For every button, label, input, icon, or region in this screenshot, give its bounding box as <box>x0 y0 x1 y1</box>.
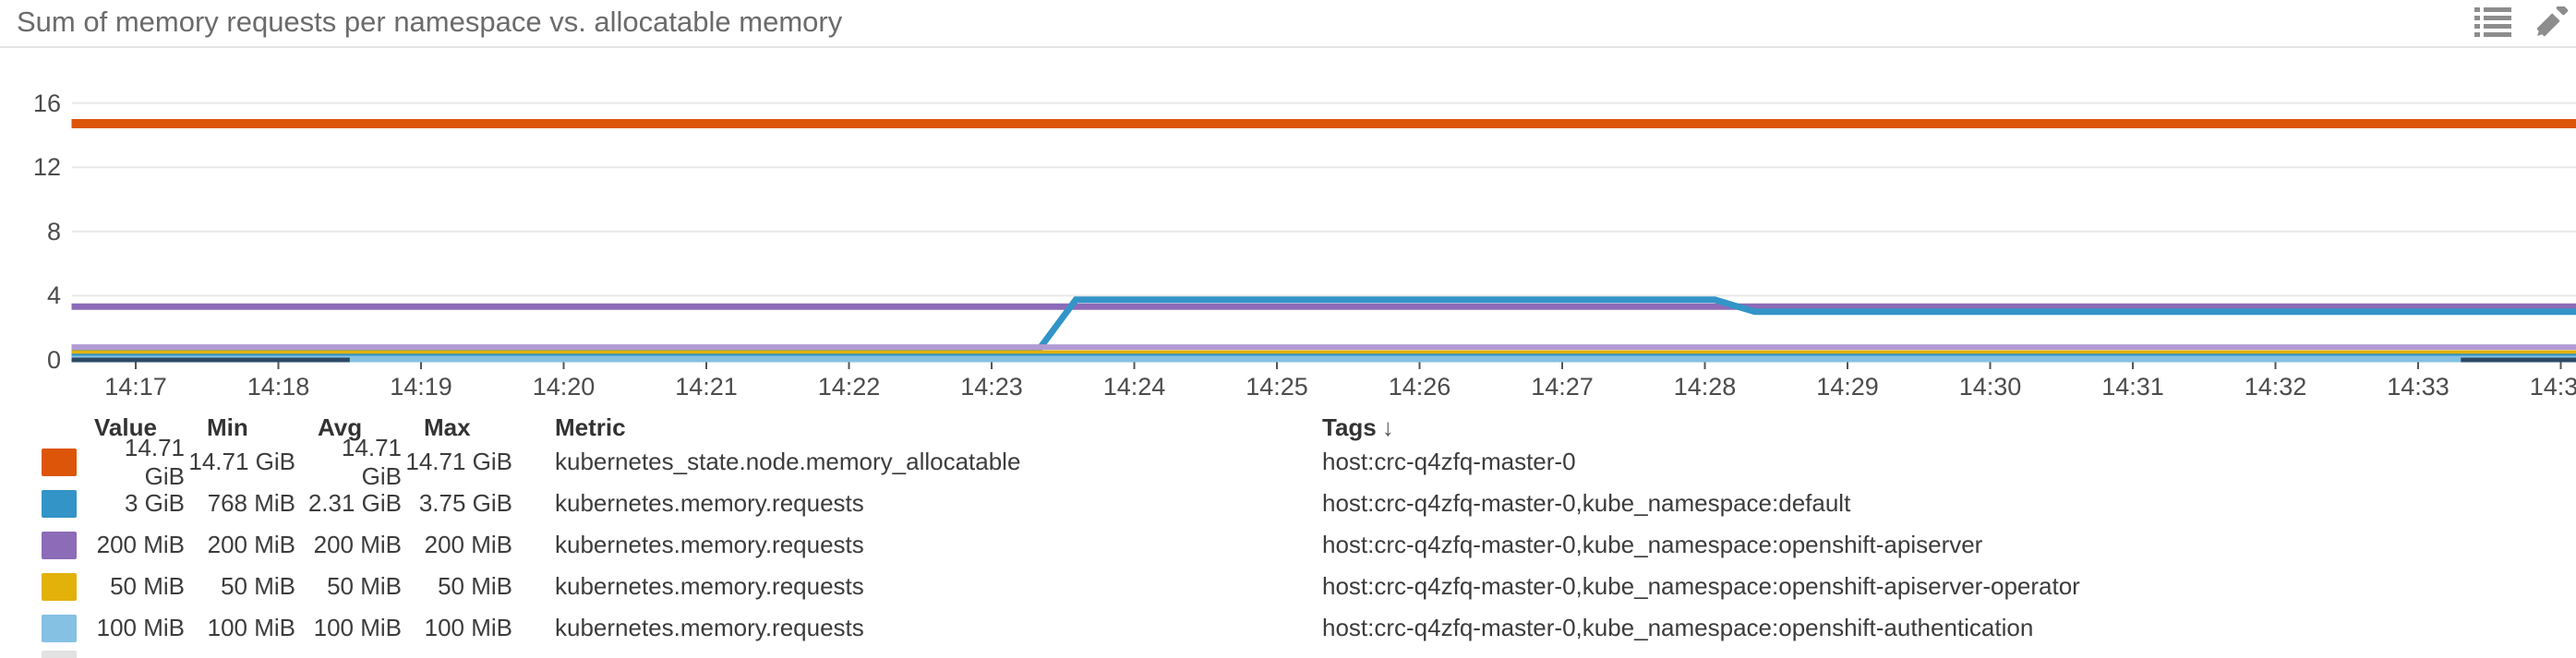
legend-table: Value Min Avg Max Metric Tags ↓ 14.71 GiB… <box>0 413 2576 658</box>
x-axis-label: 14:30 <box>1958 373 2022 401</box>
x-axis-label: 14:23 <box>960 373 1023 401</box>
x-axis-label: 14:24 <box>1102 373 1166 401</box>
y-axis-label: 8 <box>46 217 61 245</box>
metric-cell: kubernetes.memory.requests <box>555 531 864 558</box>
avg-cell: 200 MiB <box>313 531 402 558</box>
metric-cell: kubernetes.memory.requests <box>555 489 864 517</box>
legend-row[interactable]: 50 MiB 50 MiB 50 MiB 50 MiB kubernetes.memor… <box>0 566 2576 607</box>
avg-cell: 2.31 GiB <box>307 489 402 517</box>
x-axis-label: 14:34 <box>2529 373 2576 401</box>
legend-row[interactable]: 3 GiB 768 MiB 2.31 GiB 3.75 GiB kubernetes.m… <box>0 483 2576 524</box>
x-axis-label: 14:18 <box>247 373 310 401</box>
color-swatch <box>42 448 77 476</box>
tags-cell: host:crc-q4zfq-master-0,kube_namespace:o… <box>1322 531 1983 558</box>
max-cell: 50 MiB <box>438 572 512 600</box>
tags-cell: host:crc-q4zfq-master-0,kube_namespace:d… <box>1322 489 1851 517</box>
value-cell: 3 GiB <box>124 489 185 517</box>
legend-row[interactable]: 200 MiB 200 MiB 200 MiB 200 MiB kubernetes.m… <box>0 524 2576 566</box>
chart-canvas[interactable] <box>0 46 2576 406</box>
y-axis-label: 0 <box>46 346 61 374</box>
tags-cell: host:crc-q4zfq-master-0,kube_namespace:o… <box>1322 614 2034 641</box>
y-axis-label: 4 <box>46 281 61 310</box>
x-axis-label: 14:22 <box>817 373 881 401</box>
legend-header-row: Value Min Avg Max Metric Tags ↓ <box>0 413 2576 441</box>
legend-header-value[interactable]: Value <box>94 413 157 441</box>
x-axis-label: 14:21 <box>675 373 738 401</box>
y-axis-label: 12 <box>32 153 61 182</box>
legend-row[interactable]: 14.71 GiB 14.71 GiB 14.71 GiB 14.71 GiB kube… <box>0 434 2576 490</box>
min-cell: 768 MiB <box>207 489 295 517</box>
x-axis-label: 14:19 <box>390 373 452 401</box>
min-cell: 200 MiB <box>207 531 295 558</box>
color-swatch <box>42 489 77 518</box>
x-axis-label: 14:33 <box>2387 373 2450 401</box>
min-cell: 50 MiB <box>221 572 295 600</box>
avg-cell: 14.71 GiB <box>341 433 402 490</box>
header-icons <box>2474 3 2569 40</box>
value-cell: 100 MiB <box>96 614 185 641</box>
legend-header-tags[interactable]: Tags ↓ <box>1322 413 1394 441</box>
legend-header-avg[interactable]: Avg <box>318 413 363 441</box>
color-swatch <box>42 614 77 642</box>
metric-cell: kubernetes.memory.requests <box>555 572 864 600</box>
x-axis-label: 14:25 <box>1246 373 1308 401</box>
x-axis-label: 14:32 <box>2244 373 2307 401</box>
tags-cell: host:crc-q4zfq-master-0,kube_namespace:o… <box>1322 572 2080 600</box>
color-swatch <box>42 572 77 601</box>
color-swatch <box>42 614 77 642</box>
value-cell: 50 MiB <box>110 572 185 600</box>
legend-header-metric[interactable]: Metric <box>555 413 626 441</box>
color-swatch <box>42 448 77 476</box>
min-cell: 100 MiB <box>207 614 295 641</box>
metric-cell: kubernetes_state.node.memory_allocatable <box>555 448 1021 475</box>
metric-cell: kubernetes.memory.requests <box>555 614 864 641</box>
max-cell: 100 MiB <box>424 614 512 641</box>
legend-row[interactable]: 100 MiB 100 MiB 100 MiB 100 MiB kubernetes.m… <box>0 607 2576 649</box>
avg-cell: 100 MiB <box>313 614 402 641</box>
partial-next-row-swatch <box>42 651 77 658</box>
avg-cell: 50 MiB <box>327 572 402 600</box>
color-swatch <box>42 572 77 601</box>
x-axis-label: 14:29 <box>1816 373 1879 401</box>
value-cell: 14.71 GiB <box>124 433 185 490</box>
y-axis-label: 16 <box>32 89 61 117</box>
tags-cell: host:crc-q4zfq-master-0 <box>1322 448 1576 475</box>
legend-header-max[interactable]: Max <box>424 413 471 441</box>
x-axis-label: 14:27 <box>1531 373 1594 401</box>
x-axis-label: 14:26 <box>1388 373 1451 401</box>
edit-pencil-icon[interactable] <box>2532 3 2569 40</box>
page-title: Sum of memory requests per namespace vs.… <box>17 6 843 38</box>
widget-header: Sum of memory requests per namespace vs.… <box>0 0 2576 48</box>
timeseries-chart[interactable]: 0 4 8 12 16 14:17 14:18 14:19 14:20 14:21 14:22 14… <box>0 46 2576 406</box>
max-cell: 200 MiB <box>424 531 512 558</box>
color-swatch <box>42 489 77 518</box>
sort-descending-icon: ↓ <box>1381 413 1394 441</box>
min-cell: 14.71 GiB <box>188 448 295 475</box>
x-axis-label: 14:31 <box>2101 373 2164 401</box>
x-axis-label: 14:28 <box>1673 373 1737 401</box>
x-axis-label: 14:20 <box>532 373 596 401</box>
legend-list-icon[interactable] <box>2474 6 2511 40</box>
max-cell: 3.75 GiB <box>418 489 512 517</box>
max-cell: 14.71 GiB <box>405 448 512 475</box>
x-axis-label: 14:17 <box>104 373 167 401</box>
color-swatch <box>42 531 77 559</box>
value-cell: 200 MiB <box>96 531 185 558</box>
legend-header-min[interactable]: Min <box>207 413 248 441</box>
color-swatch <box>42 531 77 559</box>
